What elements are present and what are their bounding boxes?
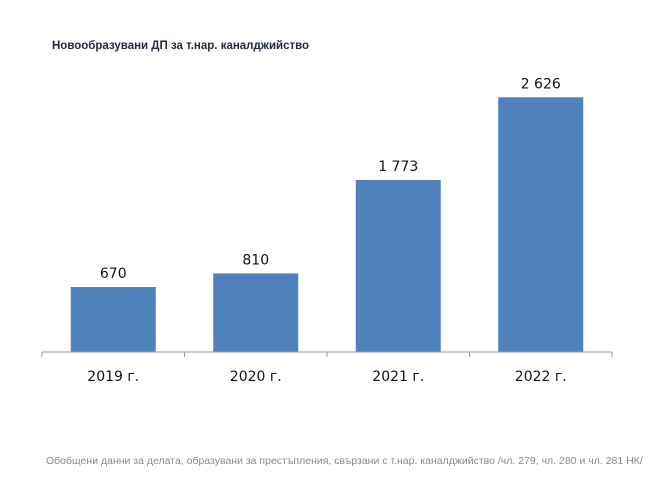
x-tick-label: 2020 г.	[230, 369, 282, 385]
bar	[355, 180, 441, 352]
chart-title: Новообразувани ДП за т.нар. каналджийств…	[52, 40, 310, 52]
data-label: 1 773	[378, 159, 418, 175]
data-label: 810	[242, 252, 269, 268]
chart-footnote: Обобщени данни за делата, образувани за …	[46, 455, 643, 467]
bar	[70, 287, 156, 352]
x-tick-label: 2022 г.	[515, 369, 567, 385]
data-label: 670	[100, 266, 127, 282]
x-tick-label: 2021 г.	[372, 369, 424, 385]
bar	[213, 273, 299, 352]
bar	[498, 97, 584, 352]
data-label: 2 626	[521, 76, 561, 92]
x-tick-label: 2019 г.	[87, 369, 139, 385]
